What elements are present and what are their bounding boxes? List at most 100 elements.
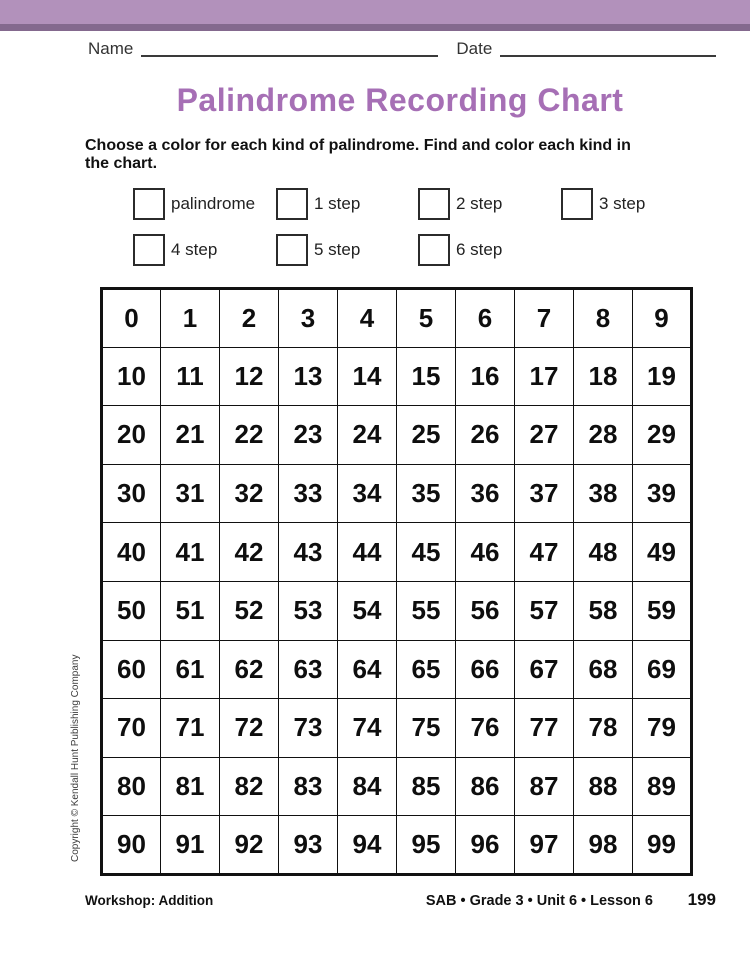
grid-cell[interactable]: 65 <box>396 639 456 700</box>
date-input-line[interactable] <box>500 41 717 57</box>
grid-cell[interactable]: 20 <box>101 405 161 465</box>
grid-cell[interactable]: 71 <box>160 698 220 758</box>
color-checkbox[interactable] <box>133 233 165 266</box>
grid-cell[interactable]: 22 <box>219 405 279 465</box>
grid-cell[interactable]: 32 <box>219 463 279 524</box>
grid-cell[interactable]: 42 <box>219 522 279 582</box>
grid-cell[interactable]: 74 <box>337 698 397 758</box>
grid-cell[interactable]: 19 <box>632 346 692 407</box>
grid-cell[interactable]: 87 <box>514 756 574 817</box>
grid-cell[interactable]: 54 <box>337 580 397 641</box>
grid-cell[interactable]: 47 <box>514 522 574 582</box>
grid-cell[interactable]: 0 <box>101 288 161 348</box>
grid-cell[interactable]: 86 <box>455 756 515 817</box>
color-checkbox[interactable] <box>418 187 450 220</box>
grid-cell[interactable]: 60 <box>101 639 161 700</box>
grid-cell[interactable]: 49 <box>632 522 692 582</box>
grid-cell[interactable]: 18 <box>573 346 633 407</box>
grid-cell[interactable]: 41 <box>160 522 220 582</box>
grid-cell[interactable]: 77 <box>514 698 574 758</box>
grid-cell[interactable]: 99 <box>632 815 692 875</box>
grid-cell[interactable]: 66 <box>455 639 515 700</box>
grid-cell[interactable]: 85 <box>396 756 456 817</box>
grid-cell[interactable]: 88 <box>573 756 633 817</box>
grid-cell[interactable]: 94 <box>337 815 397 875</box>
grid-cell[interactable]: 40 <box>101 522 161 582</box>
grid-cell[interactable]: 96 <box>455 815 515 875</box>
grid-cell[interactable]: 12 <box>219 346 279 407</box>
grid-cell[interactable]: 81 <box>160 756 220 817</box>
color-checkbox[interactable] <box>276 233 308 266</box>
grid-cell[interactable]: 93 <box>278 815 338 875</box>
grid-cell[interactable]: 8 <box>573 288 633 348</box>
grid-cell[interactable]: 25 <box>396 405 456 465</box>
grid-cell[interactable]: 75 <box>396 698 456 758</box>
grid-cell[interactable]: 45 <box>396 522 456 582</box>
grid-cell[interactable]: 56 <box>455 580 515 641</box>
grid-cell[interactable]: 26 <box>455 405 515 465</box>
grid-cell[interactable]: 80 <box>101 756 161 817</box>
grid-cell[interactable]: 6 <box>455 288 515 348</box>
grid-cell[interactable]: 90 <box>101 815 161 875</box>
grid-cell[interactable]: 11 <box>160 346 220 407</box>
grid-cell[interactable]: 13 <box>278 346 338 407</box>
grid-cell[interactable]: 95 <box>396 815 456 875</box>
grid-cell[interactable]: 48 <box>573 522 633 582</box>
grid-cell[interactable]: 44 <box>337 522 397 582</box>
grid-cell[interactable]: 31 <box>160 463 220 524</box>
grid-cell[interactable]: 52 <box>219 580 279 641</box>
grid-cell[interactable]: 38 <box>573 463 633 524</box>
color-checkbox[interactable] <box>418 233 450 266</box>
grid-cell[interactable]: 16 <box>455 346 515 407</box>
grid-cell[interactable]: 68 <box>573 639 633 700</box>
grid-cell[interactable]: 43 <box>278 522 338 582</box>
grid-cell[interactable]: 39 <box>632 463 692 524</box>
grid-cell[interactable]: 83 <box>278 756 338 817</box>
grid-cell[interactable]: 15 <box>396 346 456 407</box>
grid-cell[interactable]: 7 <box>514 288 574 348</box>
name-input-line[interactable] <box>141 41 439 57</box>
grid-cell[interactable]: 63 <box>278 639 338 700</box>
grid-cell[interactable]: 21 <box>160 405 220 465</box>
grid-cell[interactable]: 4 <box>337 288 397 348</box>
grid-cell[interactable]: 76 <box>455 698 515 758</box>
grid-cell[interactable]: 17 <box>514 346 574 407</box>
grid-cell[interactable]: 64 <box>337 639 397 700</box>
grid-cell[interactable]: 62 <box>219 639 279 700</box>
grid-cell[interactable]: 67 <box>514 639 574 700</box>
grid-cell[interactable]: 46 <box>455 522 515 582</box>
grid-cell[interactable]: 50 <box>101 580 161 641</box>
grid-cell[interactable]: 59 <box>632 580 692 641</box>
grid-cell[interactable]: 9 <box>632 288 692 348</box>
grid-cell[interactable]: 5 <box>396 288 456 348</box>
color-checkbox[interactable] <box>133 187 165 220</box>
grid-cell[interactable]: 79 <box>632 698 692 758</box>
grid-cell[interactable]: 14 <box>337 346 397 407</box>
grid-cell[interactable]: 69 <box>632 639 692 700</box>
grid-cell[interactable]: 72 <box>219 698 279 758</box>
grid-cell[interactable]: 61 <box>160 639 220 700</box>
grid-cell[interactable]: 3 <box>278 288 338 348</box>
grid-cell[interactable]: 53 <box>278 580 338 641</box>
color-checkbox[interactable] <box>276 187 308 220</box>
grid-cell[interactable]: 27 <box>514 405 574 465</box>
grid-cell[interactable]: 89 <box>632 756 692 817</box>
grid-cell[interactable]: 57 <box>514 580 574 641</box>
grid-cell[interactable]: 2 <box>219 288 279 348</box>
grid-cell[interactable]: 73 <box>278 698 338 758</box>
grid-cell[interactable]: 84 <box>337 756 397 817</box>
grid-cell[interactable]: 24 <box>337 405 397 465</box>
grid-cell[interactable]: 30 <box>101 463 161 524</box>
grid-cell[interactable]: 82 <box>219 756 279 817</box>
grid-cell[interactable]: 70 <box>101 698 161 758</box>
grid-cell[interactable]: 36 <box>455 463 515 524</box>
color-checkbox[interactable] <box>561 187 593 220</box>
grid-cell[interactable]: 1 <box>160 288 220 348</box>
grid-cell[interactable]: 58 <box>573 580 633 641</box>
grid-cell[interactable]: 55 <box>396 580 456 641</box>
grid-cell[interactable]: 28 <box>573 405 633 465</box>
grid-cell[interactable]: 35 <box>396 463 456 524</box>
grid-cell[interactable]: 33 <box>278 463 338 524</box>
grid-cell[interactable]: 91 <box>160 815 220 875</box>
grid-cell[interactable]: 51 <box>160 580 220 641</box>
